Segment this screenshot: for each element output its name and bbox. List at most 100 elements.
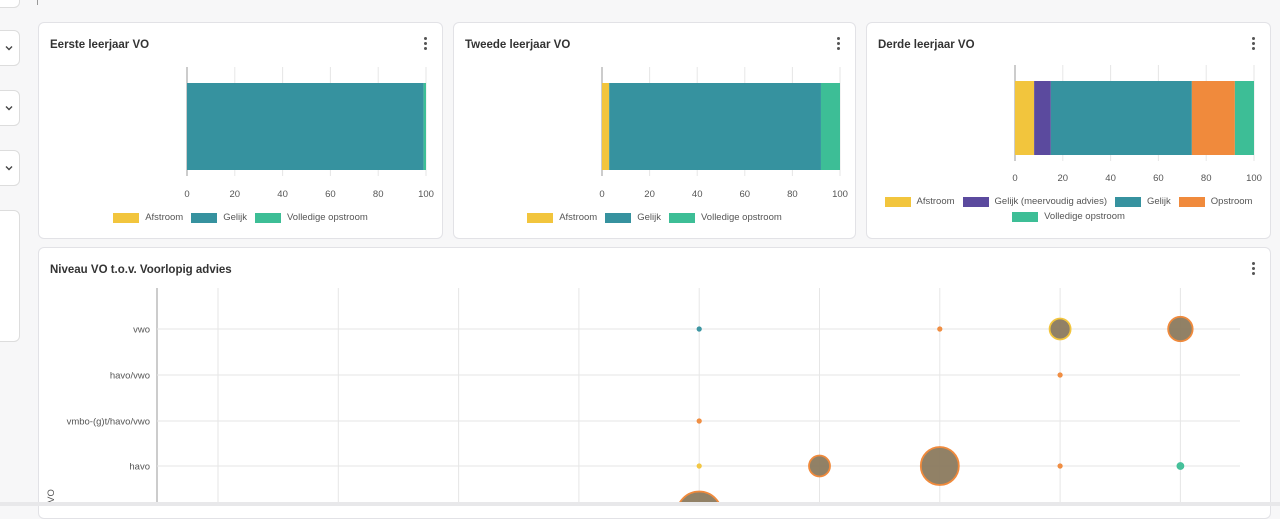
bar-segment-afstroom[interactable] xyxy=(602,83,610,170)
x-tick-label: 0 xyxy=(1012,173,1017,184)
y-category-label: havo xyxy=(129,462,150,473)
stacked-bar-plot: 0 20 40 60 80 100 xyxy=(599,67,848,200)
bar-segment-gelijk[interactable] xyxy=(187,83,424,170)
divider xyxy=(37,0,38,5)
legend-label: Gelijk xyxy=(1147,196,1171,207)
x-tick-label: 100 xyxy=(418,189,434,200)
chart-legend: Afstroom Gelijk Volledige opstroom xyxy=(474,212,835,227)
x-tick-label: 20 xyxy=(644,189,655,200)
bar-segment-volledige-opstroom[interactable] xyxy=(820,83,840,170)
legend-item[interactable]: Gelijk xyxy=(605,212,661,223)
bar-segment-volledige-opstroom[interactable] xyxy=(1234,81,1254,155)
x-tick-label: 80 xyxy=(373,189,384,200)
y-category-label: havo/vwo xyxy=(110,371,150,382)
bar-segment-opstroom[interactable] xyxy=(1191,81,1235,155)
legend-swatch xyxy=(1178,196,1205,207)
kebab-icon[interactable] xyxy=(835,37,841,51)
bottom-scrollbar[interactable] xyxy=(0,502,1280,506)
legend-label: Opstroom xyxy=(1210,196,1253,207)
bubble-point[interactable] xyxy=(696,326,702,332)
legend-swatch xyxy=(254,212,281,223)
x-tick-label: 40 xyxy=(1105,173,1116,184)
legend-label: Gelijk (meervoudig advies) xyxy=(994,196,1107,207)
bubble-point[interactable] xyxy=(1057,463,1063,469)
bubble-point[interactable] xyxy=(808,454,831,478)
bubble-point[interactable] xyxy=(696,463,702,469)
kebab-icon[interactable] xyxy=(422,37,428,51)
chart-title: Eerste leerjaar VO xyxy=(50,39,150,51)
bar-segment-afstroom[interactable] xyxy=(1015,81,1035,155)
left-dropdown-2[interactable] xyxy=(0,90,20,126)
legend-label: Volledige opstroom xyxy=(1044,211,1125,222)
legend-item[interactable]: Volledige opstroom xyxy=(254,212,368,223)
chart-title: Niveau VO t.o.v. Voorlopig advies xyxy=(50,264,232,276)
legend-label: Volledige opstroom xyxy=(286,212,368,223)
stacked-bar-plot: 0 20 40 60 80 100 xyxy=(184,67,434,200)
bubble-point[interactable] xyxy=(1167,315,1194,343)
chart-legend: Afstroom Gelijk Volledige opstroom xyxy=(59,212,422,227)
x-tick-label: 40 xyxy=(692,189,703,200)
x-tick-label: 0 xyxy=(184,189,189,200)
legend-swatch xyxy=(1115,196,1141,207)
y-axis-title: VO xyxy=(46,489,57,503)
kebab-icon[interactable] xyxy=(1250,262,1256,276)
legend-item[interactable]: Gelijk xyxy=(1115,196,1171,207)
bar-segment-volledige-opstroom[interactable] xyxy=(423,83,426,170)
chart-title: Derde leerjaar VO xyxy=(878,39,975,51)
legend-swatch xyxy=(605,212,632,223)
chart-title: Tweede leerjaar VO xyxy=(465,39,571,51)
y-category-label: vwo xyxy=(133,325,150,336)
bubble-point[interactable] xyxy=(1057,372,1063,378)
x-tick-label: 60 xyxy=(740,189,751,200)
chevron-down-icon xyxy=(5,46,13,51)
legend-item[interactable]: Afstroom xyxy=(884,196,955,207)
legend-swatch xyxy=(884,196,911,207)
bar-segment-gelijk[interactable] xyxy=(1050,81,1192,155)
bar-segment-gelijk[interactable] xyxy=(609,83,821,170)
left-rail xyxy=(0,0,20,506)
x-tick-label: 40 xyxy=(277,189,288,200)
chevron-down-icon xyxy=(5,106,13,111)
bubble-point[interactable] xyxy=(696,418,702,424)
x-tick-label: 100 xyxy=(832,189,848,200)
chart-legend: Afstroom Gelijk (meervoudig advies) Gelijk… xyxy=(877,196,1260,226)
left-dropdown-3[interactable] xyxy=(0,150,20,186)
chevron-down-icon xyxy=(5,166,13,171)
legend-swatch xyxy=(191,212,218,223)
legend-label: Afstroom xyxy=(916,196,955,207)
x-tick-label: 20 xyxy=(230,189,241,200)
x-tick-label: 20 xyxy=(1058,173,1069,184)
left-panel xyxy=(0,210,20,342)
legend-label: Gelijk xyxy=(223,212,247,223)
legend-item[interactable]: Gelijk (meervoudig advies) xyxy=(962,196,1107,207)
kebab-icon[interactable] xyxy=(1250,37,1256,51)
chart-card-derde-leerjaar: Derde leerjaar VO 0 20 40 60 80 100 Afstroom G… xyxy=(866,22,1271,239)
bubble-point[interactable] xyxy=(919,446,960,486)
legend-item[interactable]: Gelijk xyxy=(191,212,247,223)
left-dropdown-1[interactable] xyxy=(0,30,20,66)
x-tick-label: 60 xyxy=(1153,173,1164,184)
legend-item[interactable]: Volledige opstroom xyxy=(1012,211,1125,222)
stacked-bar-plot: 0 20 40 60 80 100 xyxy=(1012,65,1262,184)
bubble-point[interactable] xyxy=(1048,317,1072,341)
x-tick-label: 0 xyxy=(599,189,604,200)
chart-card-tweede-leerjaar: Tweede leerjaar VO 0 20 40 60 80 100 Afstroom… xyxy=(453,22,856,239)
bubble-point[interactable] xyxy=(937,326,943,332)
bubble-point[interactable] xyxy=(1176,462,1185,470)
x-tick-label: 100 xyxy=(1246,173,1262,184)
bubble-plot: vwo havo/vwo vmbo-(g)t/havo/vwo havo VO xyxy=(46,288,1240,506)
left-filter-card-top[interactable] xyxy=(0,0,20,8)
y-category-label: vmbo-(g)t/havo/vwo xyxy=(67,417,150,428)
chart-card-eerste-leerjaar: Eerste leerjaar VO 0 20 40 60 80 100 Afstroom… xyxy=(38,22,443,239)
legend-item[interactable]: Volledige opstroom xyxy=(668,212,782,223)
x-tick-label: 60 xyxy=(325,189,336,200)
legend-item[interactable]: Afstroom xyxy=(113,212,183,223)
bar-segment-gelijk-meervoudig-advies[interactable] xyxy=(1034,81,1051,155)
legend-label: Gelijk xyxy=(637,212,661,223)
legend-swatch xyxy=(527,212,554,223)
legend-item[interactable]: Opstroom xyxy=(1178,196,1253,207)
legend-label: Afstroom xyxy=(559,212,598,223)
legend-item[interactable]: Afstroom xyxy=(527,212,597,223)
legend-swatch xyxy=(668,212,695,223)
legend-label: Volledige opstroom xyxy=(700,212,782,223)
